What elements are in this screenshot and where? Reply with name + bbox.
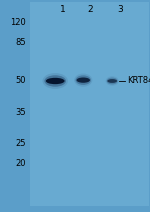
- Text: 20: 20: [16, 159, 26, 168]
- Ellipse shape: [76, 77, 90, 83]
- Text: 50: 50: [16, 77, 26, 85]
- Text: 120: 120: [11, 18, 26, 27]
- Ellipse shape: [44, 75, 66, 87]
- Text: 25: 25: [16, 139, 26, 148]
- Text: 1: 1: [60, 5, 66, 14]
- Ellipse shape: [46, 78, 64, 84]
- Text: 3: 3: [117, 5, 123, 14]
- Ellipse shape: [107, 79, 117, 83]
- Text: 2: 2: [87, 5, 93, 14]
- FancyBboxPatch shape: [30, 2, 148, 206]
- Ellipse shape: [74, 74, 92, 87]
- Ellipse shape: [107, 78, 118, 84]
- Ellipse shape: [106, 76, 119, 86]
- Ellipse shape: [43, 73, 68, 89]
- Text: 35: 35: [16, 108, 26, 117]
- Text: KRT84: KRT84: [127, 77, 150, 85]
- Text: 85: 85: [16, 38, 26, 47]
- Ellipse shape: [75, 75, 91, 85]
